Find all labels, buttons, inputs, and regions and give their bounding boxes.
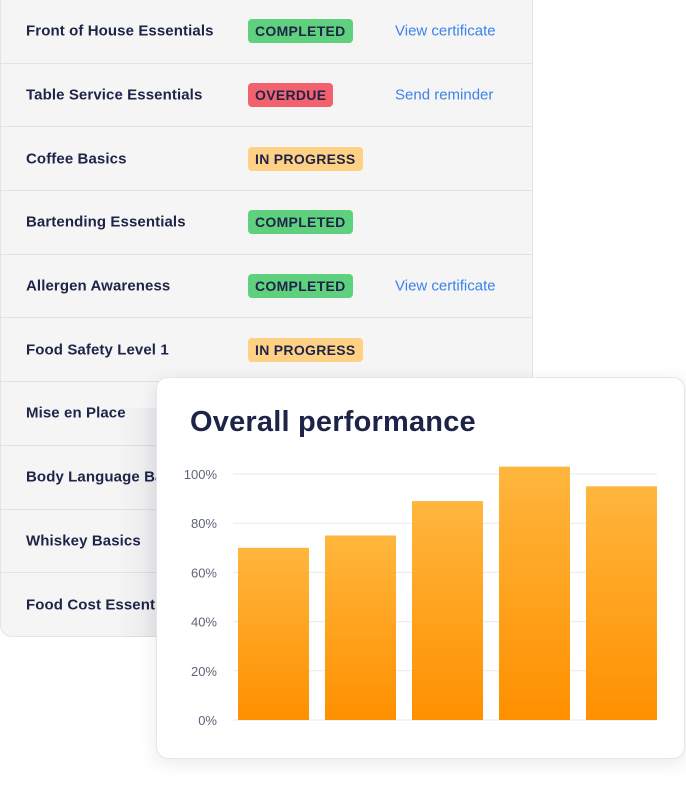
course-name: Body Language Ba xyxy=(26,468,164,486)
y-tick-label: 60% xyxy=(191,565,217,580)
course-name: Coffee Basics xyxy=(26,150,127,168)
y-tick-label: 80% xyxy=(191,516,217,531)
chart-bars xyxy=(238,466,657,720)
view-certificate-link[interactable]: View certificate xyxy=(395,22,496,40)
y-tick-label: 40% xyxy=(191,615,217,630)
course-name: Table Service Essentials xyxy=(26,86,203,104)
status-badge: IN PROGRESS xyxy=(248,337,363,362)
performance-title: Overall performance xyxy=(190,406,476,438)
y-tick-label: 20% xyxy=(191,664,217,679)
send-reminder-link[interactable]: Send reminder xyxy=(395,86,494,104)
course-name: Food Cost Essenti xyxy=(26,596,160,614)
course-name: Whiskey Basics xyxy=(26,532,141,550)
course-name: Bartending Essentials xyxy=(26,213,186,231)
chart-bar xyxy=(238,547,309,720)
table-row: Food Cost Essenti xyxy=(1,573,532,636)
status-badge: OVERDUE xyxy=(248,83,334,108)
view-certificate-link[interactable]: View certificate xyxy=(395,277,496,295)
course-name: Allergen Awareness xyxy=(26,277,171,295)
performance-bar-chart: 0% 20% 40% 60% 80% 100% xyxy=(184,466,657,728)
chart-bar xyxy=(325,535,396,720)
table-row: Front of House Essentials COMPLETED View c… xyxy=(1,0,532,64)
status-badge: COMPLETED xyxy=(248,19,353,44)
performance-card: Overall performance 0% 20% 40% 60% 80% 100% xyxy=(156,377,685,759)
table-row: Coffee Basics IN PROGRESS xyxy=(1,127,532,192)
y-axis-ticks: 0% 20% 40% 60% 80% 100% xyxy=(184,467,218,728)
course-name: Mise en Place xyxy=(26,404,126,422)
y-tick-label: 0% xyxy=(198,713,217,728)
status-badge: IN PROGRESS xyxy=(248,146,363,171)
y-tick-label: 100% xyxy=(184,467,218,482)
table-row: Table Service Essentials OVERDUE Send remi… xyxy=(1,64,532,128)
table-row: Allergen Awareness COMPLETED View certific… xyxy=(1,255,532,319)
course-name: Food Safety Level 1 xyxy=(26,341,169,359)
course-name: Front of House Essentials xyxy=(26,22,214,40)
chart-bar xyxy=(499,466,570,720)
chart-bar xyxy=(412,501,483,720)
table-row: Bartending Essentials COMPLETED xyxy=(1,191,532,255)
chart-bar xyxy=(586,486,657,720)
table-row: Food Safety Level 1 IN PROGRESS xyxy=(1,318,532,383)
status-badge: COMPLETED xyxy=(248,210,353,235)
status-badge: COMPLETED xyxy=(248,274,353,299)
